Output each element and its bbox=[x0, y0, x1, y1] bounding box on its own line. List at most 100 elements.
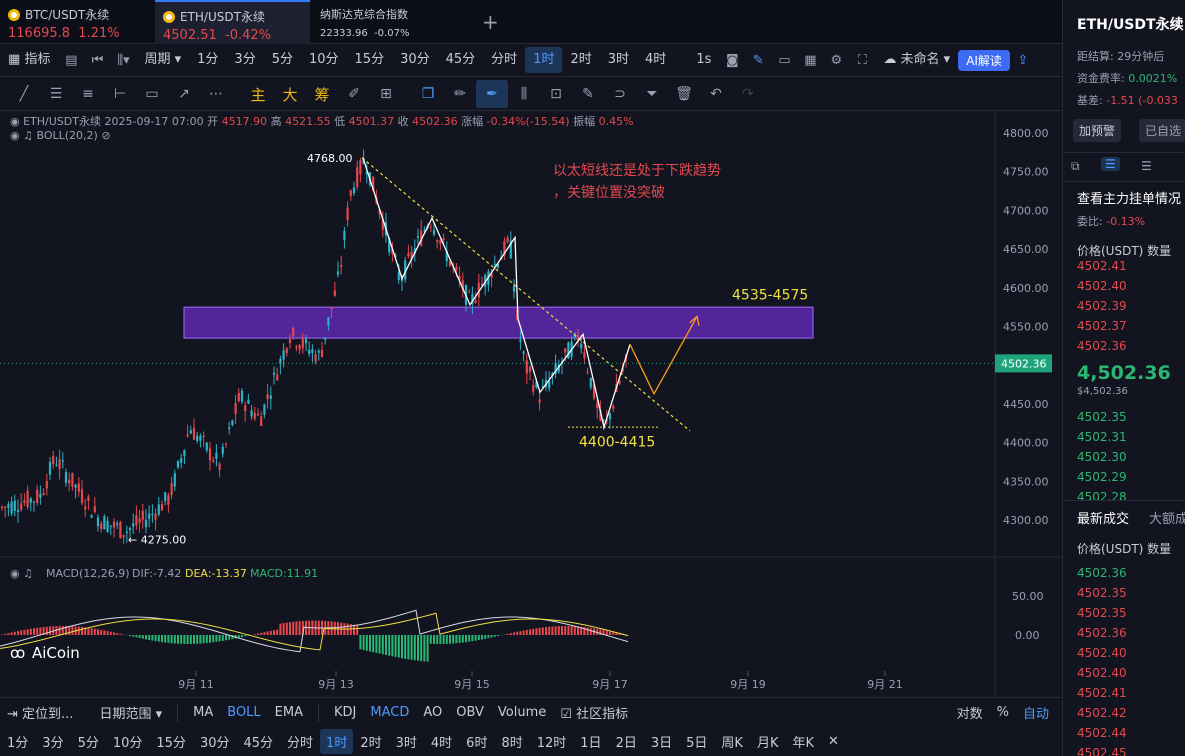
camera-icon[interactable]: ◙ bbox=[726, 52, 739, 68]
close-icon[interactable]: ✕ bbox=[828, 734, 839, 749]
trades-row[interactable]: 4502.45 bbox=[1077, 746, 1127, 756]
hline-tool-icon[interactable]: ☰ bbox=[49, 86, 63, 102]
main-force-button[interactable]: 主 bbox=[250, 85, 266, 104]
interval-1[interactable]: 3分 bbox=[234, 52, 256, 67]
log-toggle[interactable]: 对数 bbox=[956, 707, 983, 722]
cloud-layout-dropdown[interactable]: ☁ 未命名 ▾ bbox=[883, 52, 951, 67]
trades-row[interactable]: 4502.35 bbox=[1077, 586, 1127, 600]
ind-macd[interactable]: MACD bbox=[370, 705, 410, 720]
rect-tool-icon[interactable]: ▭ bbox=[145, 86, 159, 102]
interval-4[interactable]: 15分 bbox=[354, 52, 385, 67]
tab-eth[interactable]: ETH/USDT永续 4502.51 -0.42% bbox=[155, 0, 310, 44]
arrow-tool-icon[interactable]: ↗ bbox=[178, 86, 190, 102]
book-asks-icon[interactable]: ☰ bbox=[1141, 159, 1152, 173]
rewind-icon[interactable]: ⏮ bbox=[91, 52, 104, 68]
bottom-interval-9[interactable]: 2时 bbox=[360, 736, 382, 751]
ruler-icon[interactable]: ✏ bbox=[454, 86, 466, 102]
bottom-interval-10[interactable]: 3时 bbox=[395, 736, 417, 751]
bottom-interval-0[interactable]: 1分 bbox=[7, 736, 29, 751]
more-tools-icon[interactable]: ⋯ bbox=[209, 86, 223, 102]
eye-icon[interactable]: ◉ bbox=[10, 115, 20, 128]
candle-icon[interactable]: ⫼ bbox=[520, 86, 528, 102]
trades-row[interactable]: 4502.42 bbox=[1077, 706, 1127, 720]
wave-path[interactable] bbox=[362, 157, 631, 430]
interval-0[interactable]: 1分 bbox=[197, 52, 219, 67]
bids-row[interactable]: 4502.30 bbox=[1077, 450, 1127, 464]
interval-9[interactable]: 2时 bbox=[570, 52, 592, 67]
trend-line[interactable] bbox=[361, 157, 691, 432]
community-indicators[interactable]: ☑ 社区指标 bbox=[560, 707, 629, 722]
bookmark-icon[interactable]: ❐ bbox=[421, 86, 435, 102]
bottom-interval-6[interactable]: 45分 bbox=[243, 736, 274, 751]
trash-icon[interactable]: 🗑 bbox=[675, 86, 693, 102]
bottom-interval-3[interactable]: 10分 bbox=[112, 736, 143, 751]
magnet-icon[interactable]: ⊃ bbox=[614, 86, 626, 102]
asks-row[interactable]: 4502.36 bbox=[1077, 339, 1127, 353]
trades-row[interactable]: 4502.44 bbox=[1077, 726, 1127, 740]
price-chart[interactable]: 4800.00 4750.00 4700.00 4650.00 4600.00 4550.… bbox=[0, 111, 1062, 696]
bids-row[interactable]: 4502.29 bbox=[1077, 470, 1127, 484]
indicators-button[interactable]: ▦ 指标 bbox=[8, 52, 51, 67]
trades-row[interactable]: 4502.36 bbox=[1077, 566, 1127, 580]
projection-path[interactable] bbox=[629, 316, 698, 396]
ind-boll[interactable]: BOLL bbox=[227, 705, 261, 720]
trades-row[interactable]: 4502.35 bbox=[1077, 606, 1127, 620]
settings-icon[interactable]: ⚙ bbox=[830, 52, 843, 68]
bids-row[interactable]: 4502.31 bbox=[1077, 430, 1127, 444]
bottom-interval-13[interactable]: 8时 bbox=[501, 736, 523, 751]
ind-ema[interactable]: EMA bbox=[274, 705, 303, 720]
ind-ao[interactable]: AO bbox=[423, 705, 443, 720]
interval-7[interactable]: 分时 bbox=[491, 52, 518, 67]
ind-kdj[interactable]: KDJ bbox=[334, 705, 357, 720]
bottom-interval-2[interactable]: 5分 bbox=[77, 736, 99, 751]
measure-tool-icon[interactable]: ⊞ bbox=[380, 86, 392, 102]
draw-icon[interactable]: ✎ bbox=[752, 52, 764, 68]
bottom-interval-4[interactable]: 15分 bbox=[156, 736, 186, 751]
bottom-interval-7[interactable]: 分时 bbox=[287, 736, 314, 751]
ind-volume[interactable]: Volume bbox=[497, 705, 547, 720]
ind-ma[interactable]: MA bbox=[193, 705, 214, 720]
channel-tool-icon[interactable]: ≡ bbox=[82, 86, 94, 102]
tab-nasdaq[interactable]: 纳斯达克综合指数 22333.96 -0.07% bbox=[312, 0, 472, 44]
filter-icon[interactable]: ⏷ bbox=[646, 86, 658, 102]
trades-row[interactable]: 4502.40 bbox=[1077, 666, 1127, 680]
book-both-icon[interactable]: ⧉ bbox=[1071, 159, 1080, 173]
fav-button[interactable]: 已自选 bbox=[1139, 119, 1185, 142]
trades-tab[interactable]: 最新成交 bbox=[1077, 512, 1130, 527]
bottom-interval-8[interactable]: 1时 bbox=[320, 729, 354, 754]
second-button[interactable]: 1s bbox=[696, 52, 712, 67]
alert-button[interactable]: 加预警 bbox=[1073, 119, 1122, 142]
interval-3[interactable]: 10分 bbox=[308, 52, 339, 67]
brush-icon[interactable]: ✒ bbox=[476, 80, 508, 108]
bottom-interval-17[interactable]: 3日 bbox=[650, 736, 673, 751]
big-order-button[interactable]: 大 bbox=[282, 85, 298, 104]
bottom-interval-18[interactable]: 5日 bbox=[686, 736, 708, 751]
line-tool-icon[interactable]: ╱ bbox=[19, 86, 29, 102]
interval-6[interactable]: 45分 bbox=[445, 52, 476, 67]
asks-row[interactable]: 4502.41 bbox=[1077, 259, 1127, 273]
orderbook-title[interactable]: 查看主力挂单情况 bbox=[1077, 192, 1182, 207]
resistance-zone[interactable] bbox=[183, 306, 814, 339]
lock-icon[interactable]: ⊡ bbox=[550, 86, 562, 102]
layout-icon[interactable]: ▭ bbox=[778, 52, 791, 68]
interval-10[interactable]: 3时 bbox=[607, 52, 630, 67]
interval-2[interactable]: 5分 bbox=[271, 52, 293, 67]
bottom-interval-14[interactable]: 12时 bbox=[536, 736, 567, 751]
bottom-interval-11[interactable]: 4时 bbox=[430, 736, 453, 751]
bids-row[interactable]: 4502.35 bbox=[1077, 410, 1127, 424]
tab-btc[interactable]: BTC/USDT永续 116695.8 1.21% bbox=[0, 0, 152, 44]
undo-icon[interactable]: ↶ bbox=[710, 86, 722, 102]
bell-icon[interactable]: ◉ ♫ bbox=[10, 129, 33, 142]
percent-toggle[interactable]: % bbox=[996, 705, 1009, 720]
bottom-interval-1[interactable]: 3分 bbox=[42, 736, 64, 751]
book-bids-icon[interactable]: ☰ bbox=[1101, 157, 1120, 171]
calendar-icon[interactable]: ▤ bbox=[65, 52, 78, 68]
edit-tool-icon[interactable]: ✐ bbox=[348, 86, 360, 102]
locate-button[interactable]: ⇥ 定位到... bbox=[7, 707, 74, 722]
asks-row[interactable]: 4502.37 bbox=[1077, 319, 1127, 333]
auto-toggle[interactable]: 自动 bbox=[1022, 707, 1049, 722]
ray-tool-icon[interactable]: ⊢ bbox=[113, 86, 127, 102]
note-icon[interactable]: ✎ bbox=[582, 86, 594, 102]
bids-row[interactable]: 4502.28 bbox=[1077, 490, 1127, 504]
share-icon[interactable]: ⇪ bbox=[1017, 52, 1029, 68]
